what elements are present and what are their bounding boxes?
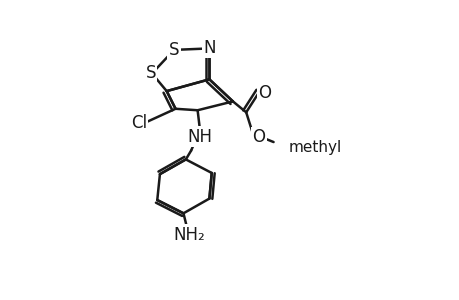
Text: N: N (203, 38, 216, 56)
Text: O: O (252, 128, 265, 146)
Text: S: S (145, 64, 156, 82)
Text: NH: NH (187, 128, 212, 146)
Text: methyl: methyl (288, 140, 341, 154)
Text: O: O (257, 85, 271, 103)
Text: NH₂: NH₂ (173, 226, 205, 244)
Text: Cl: Cl (130, 115, 146, 133)
Text: S: S (168, 41, 179, 59)
